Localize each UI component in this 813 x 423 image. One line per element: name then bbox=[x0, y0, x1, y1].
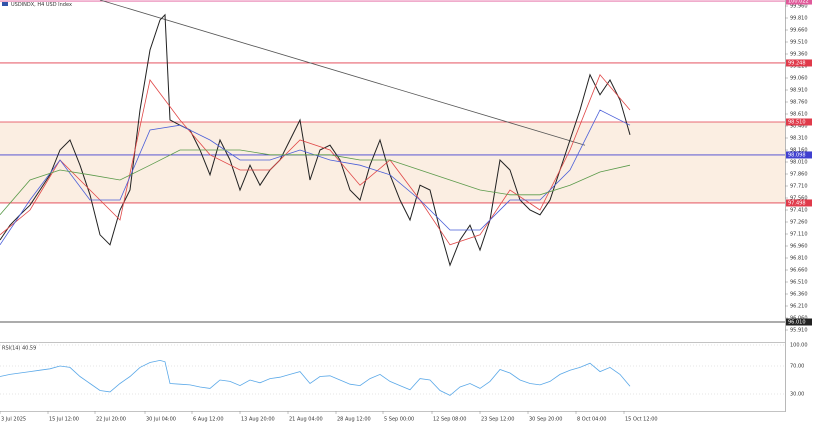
price-level-tag bbox=[786, 118, 812, 126]
x-tick-label: 5 Sep 00:00 bbox=[384, 417, 414, 423]
chart-title: USDINDX, H4 USD Index bbox=[11, 2, 72, 8]
x-tick-label: 22 Jul 20:00 bbox=[96, 417, 126, 423]
x-tick-label: 30 Jul 04:00 bbox=[146, 417, 176, 423]
price-level-label: 97.498 bbox=[788, 200, 806, 206]
y-tick-label: 97.260 bbox=[790, 220, 808, 226]
y-tick-label: 98.610 bbox=[790, 112, 808, 118]
price-level-label: 96.010 bbox=[788, 320, 806, 326]
y-tick-label: 97.410 bbox=[790, 208, 808, 214]
y-tick-label: 96.360 bbox=[790, 292, 808, 298]
rsi-tick-label: 30.00 bbox=[790, 392, 804, 398]
y-tick-label: 97.110 bbox=[790, 232, 808, 238]
y-tick-label: 96.210 bbox=[790, 304, 808, 310]
price-level-tag bbox=[786, 0, 812, 5]
y-tick-label: 98.460 bbox=[790, 124, 808, 130]
x-tick-label: 8 Oct 04:00 bbox=[577, 417, 606, 423]
x-tick-label: 15 Jul 12:00 bbox=[49, 417, 79, 423]
trendline bbox=[99, 0, 586, 146]
y-tick-label: 99.960 bbox=[790, 4, 808, 10]
price-level-tag bbox=[786, 318, 812, 326]
x-tick-label: 13 Aug 20:00 bbox=[241, 417, 275, 423]
x-tick-label: 6 Aug 12:00 bbox=[193, 417, 224, 423]
x-tick-label: 15 Oct 12:00 bbox=[625, 417, 658, 423]
y-tick-label: 96.960 bbox=[790, 244, 808, 250]
rsi-tick-label: 100.00 bbox=[790, 343, 808, 349]
y-tick-label: 98.160 bbox=[790, 148, 808, 154]
zone bbox=[0, 122, 785, 203]
y-tick-label: 99.510 bbox=[790, 40, 808, 46]
x-tick-label: 28 Aug 12:00 bbox=[337, 417, 371, 423]
y-tick-label: 97.560 bbox=[790, 196, 808, 202]
rsi-tick-label: 70.00 bbox=[790, 364, 804, 370]
y-tick-label: 98.760 bbox=[790, 100, 808, 106]
price-line bbox=[0, 13, 631, 267]
y-tick-label: 96.510 bbox=[790, 280, 808, 286]
zone-layer bbox=[0, 122, 785, 203]
price-level-tag bbox=[786, 59, 812, 67]
y-tick-label: 97.710 bbox=[790, 184, 808, 190]
y-tick-label: 97.860 bbox=[790, 172, 808, 178]
x-tick-label: 12 Sep 08:00 bbox=[433, 417, 466, 423]
x-tick-label: 21 Aug 04:00 bbox=[289, 417, 323, 423]
rsi-line bbox=[0, 359, 631, 396]
y-tick-label: 96.810 bbox=[790, 256, 808, 262]
price-level-label: 99.248 bbox=[788, 60, 806, 66]
y-tick-label: 98.010 bbox=[790, 160, 808, 166]
price-level-label: 98.098 bbox=[788, 152, 806, 158]
price-level-tag bbox=[786, 199, 812, 207]
y-tick-label: 98.310 bbox=[790, 136, 808, 142]
y-tick-label: 99.060 bbox=[790, 76, 808, 82]
price-level-tag bbox=[786, 151, 812, 159]
plot-layer bbox=[0, 0, 785, 323]
x-tick-label: 23 Sep 12:00 bbox=[481, 417, 514, 423]
y-tick-label: 99.360 bbox=[790, 52, 808, 58]
moving-average bbox=[0, 149, 631, 216]
y-tick-label: 96.660 bbox=[790, 268, 808, 274]
y-tick-label: 99.210 bbox=[790, 64, 808, 70]
rsi-label: RSI(14) 40.59 bbox=[2, 346, 36, 352]
price-level-label: 98.510 bbox=[788, 120, 806, 126]
y-tick-label: 99.810 bbox=[790, 16, 808, 22]
y-tick-label: 95.910 bbox=[790, 328, 808, 334]
price-level-label: 100.022 bbox=[788, 0, 809, 5]
symbol-flag bbox=[2, 2, 8, 6]
y-tick-label: 99.660 bbox=[790, 28, 808, 34]
x-tick-label: 30 Sep 20:00 bbox=[529, 417, 562, 423]
x-tick-label: 3 Jul 2025 bbox=[1, 417, 26, 423]
y-tick-label: 98.910 bbox=[790, 88, 808, 94]
